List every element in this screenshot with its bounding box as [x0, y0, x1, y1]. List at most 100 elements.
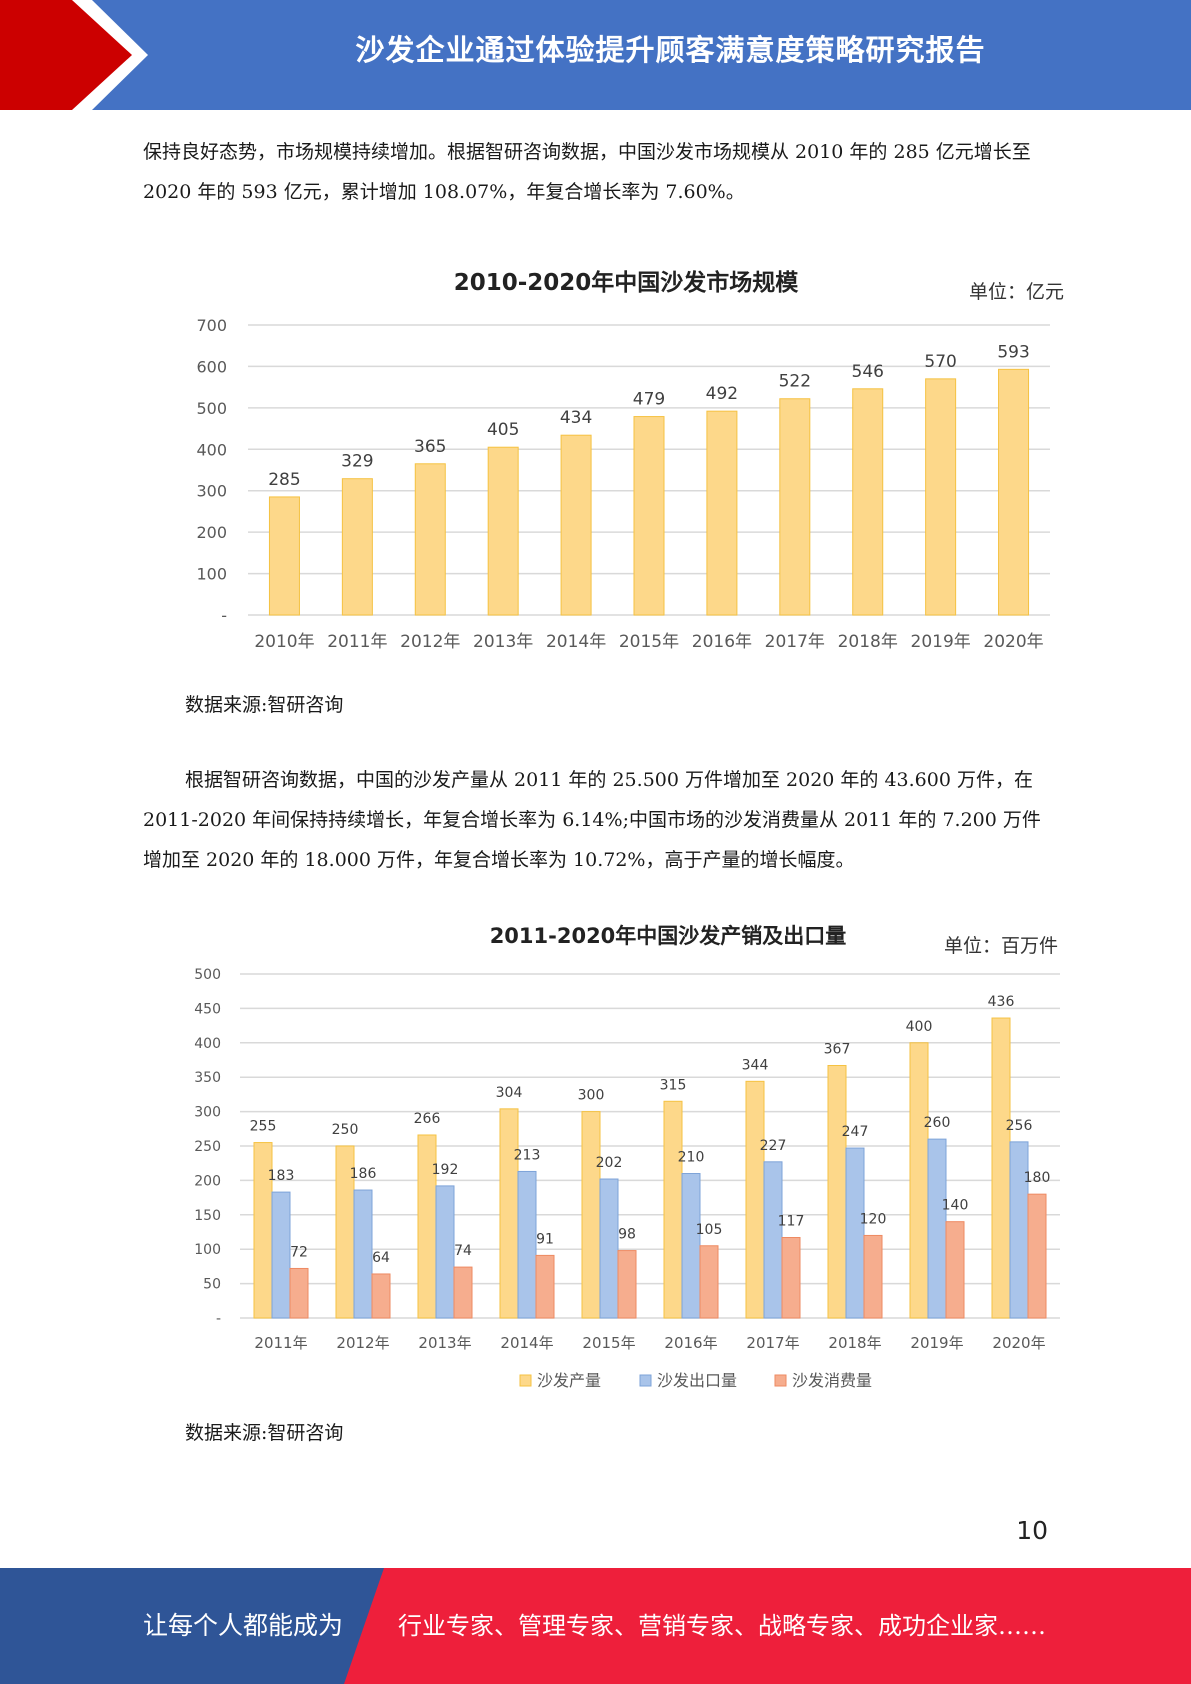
- x-tick-label: 2018年: [838, 632, 898, 652]
- bar: [499, 1108, 519, 1319]
- data-label: 120: [860, 1211, 887, 1227]
- bar: [699, 1245, 719, 1319]
- data-label: 304: [496, 1085, 523, 1101]
- data-label: 479: [633, 390, 665, 410]
- bar: [487, 446, 519, 616]
- x-tick-label: 2016年: [692, 632, 752, 652]
- paragraph-market-size: 保持良好态势，市场规模持续增加。根据智研咨询数据，中国沙发市场规模从 2010 …: [143, 141, 1031, 203]
- bar: [633, 416, 665, 616]
- x-tick-label: 2011年: [327, 632, 387, 652]
- x-tick-label: 2011年: [254, 1334, 307, 1352]
- y-tick-label: 100: [194, 1242, 221, 1258]
- data-label: 250: [332, 1122, 359, 1138]
- chart-unit-label: 单位：百万件: [944, 935, 1058, 957]
- legend-entry: 沙发出口量: [657, 1371, 737, 1390]
- data-label: 315: [660, 1077, 687, 1093]
- bar: [745, 1080, 765, 1319]
- data-label: 285: [268, 470, 300, 490]
- y-tick-label: 50: [203, 1277, 221, 1293]
- x-tick-label: 2015年: [582, 1334, 635, 1352]
- data-label: 546: [852, 362, 884, 382]
- bar: [453, 1266, 473, 1319]
- bar: [927, 1138, 947, 1319]
- data-label: 436: [988, 994, 1015, 1010]
- bar: [863, 1234, 883, 1319]
- x-tick-label: 2017年: [765, 632, 825, 652]
- data-label: 570: [924, 352, 956, 372]
- footer-slogan-right: 行业专家、管理专家、营销专家、战略专家、成功企业家……: [398, 1612, 1046, 1640]
- bar: [681, 1173, 701, 1319]
- y-tick-label: 300: [196, 482, 227, 501]
- x-tick-label: 2018年: [828, 1334, 881, 1352]
- data-label: 186: [350, 1166, 377, 1182]
- bar: [435, 1185, 455, 1319]
- data-label: 400: [906, 1019, 933, 1035]
- bar: [271, 1191, 291, 1319]
- bar: [414, 463, 446, 616]
- footer-banner: [0, 1568, 1191, 1684]
- source-note-1: 数据来源:智研咨询: [185, 694, 344, 716]
- x-tick-label: 2012年: [336, 1334, 389, 1352]
- bar: [706, 410, 738, 616]
- chart-unit-label: 单位：亿元: [969, 281, 1064, 303]
- data-label: 72: [290, 1244, 308, 1260]
- x-tick-label: 2017年: [746, 1334, 799, 1352]
- header-arrow-decoration: [0, 0, 148, 110]
- bar: [535, 1254, 555, 1319]
- page-footer: 让每个人都能成为 行业专家、管理专家、营销专家、战略专家、成功企业家……: [0, 1568, 1191, 1684]
- y-tick-label: 200: [196, 523, 227, 542]
- data-label: 300: [578, 1088, 605, 1104]
- data-label: 227: [760, 1138, 787, 1154]
- data-label: 213: [514, 1147, 541, 1163]
- chart-title: 2010-2020年中国沙发市场规模: [454, 269, 800, 296]
- y-tick-label: -: [221, 606, 227, 625]
- x-tick-label: 2020年: [992, 1334, 1045, 1352]
- y-tick-label: 600: [196, 357, 227, 376]
- bar: [581, 1111, 601, 1319]
- bar: [827, 1065, 847, 1319]
- y-tick-label: 400: [196, 440, 227, 459]
- bar: [852, 388, 884, 616]
- data-label: 192: [432, 1162, 459, 1178]
- data-label: 522: [779, 372, 811, 392]
- source-note-2: 数据来源:智研咨询: [185, 1422, 344, 1444]
- data-label: 255: [250, 1119, 277, 1135]
- data-label: 202: [596, 1155, 623, 1171]
- data-label: 344: [742, 1057, 769, 1073]
- paragraph-production: 根据智研咨询数据，中国的沙发产量从 2011 年的 25.500 万件增加至 2…: [143, 769, 1041, 871]
- page-number: 10: [1016, 1516, 1048, 1545]
- y-tick-label: 400: [194, 1036, 221, 1052]
- x-tick-label: 2013年: [418, 1334, 471, 1352]
- data-label: 367: [824, 1042, 851, 1058]
- x-tick-label: 2010年: [254, 632, 314, 652]
- x-tick-label: 2014年: [500, 1334, 553, 1352]
- market-size-bar-chart: 2010-2020年中国沙发市场规模 单位：亿元 - 100 200 300 400 500 6…: [196, 269, 1064, 652]
- x-tick-label: 2016年: [664, 1334, 717, 1352]
- bar: [763, 1161, 783, 1319]
- y-tick-label: 300: [194, 1105, 221, 1121]
- y-tick-label: 350: [194, 1070, 221, 1086]
- y-tick-label: 100: [196, 565, 227, 584]
- bar: [560, 434, 592, 616]
- data-label: 117: [778, 1214, 805, 1230]
- production-export-bar-chart: 2011-2020年中国沙发产销及出口量 单位：百万件 - 50 100 150 200 25…: [194, 924, 1060, 1390]
- bar: [781, 1237, 801, 1319]
- data-label: 405: [487, 420, 519, 440]
- data-label: 593: [997, 342, 1029, 362]
- chart-production-export: 2011-2020年中国沙发产销及出口量 单位：百万件 - 50 100 150 200 25…: [0, 910, 1191, 1404]
- data-label: 365: [414, 437, 446, 457]
- bar: [1027, 1193, 1047, 1319]
- x-tick-label: 2015年: [619, 632, 679, 652]
- y-tick-label: 700: [196, 316, 227, 335]
- bar: [909, 1042, 929, 1319]
- bar: [353, 1189, 373, 1319]
- data-label: 210: [678, 1150, 705, 1166]
- data-label: 74: [454, 1243, 472, 1259]
- legend-swatch: [774, 1374, 787, 1387]
- bar: [1009, 1141, 1029, 1319]
- y-tick-label: 500: [194, 967, 221, 983]
- data-label: 247: [842, 1124, 869, 1140]
- x-tick-label: 2019年: [911, 632, 971, 652]
- bar: [268, 496, 300, 616]
- bar: [599, 1178, 619, 1319]
